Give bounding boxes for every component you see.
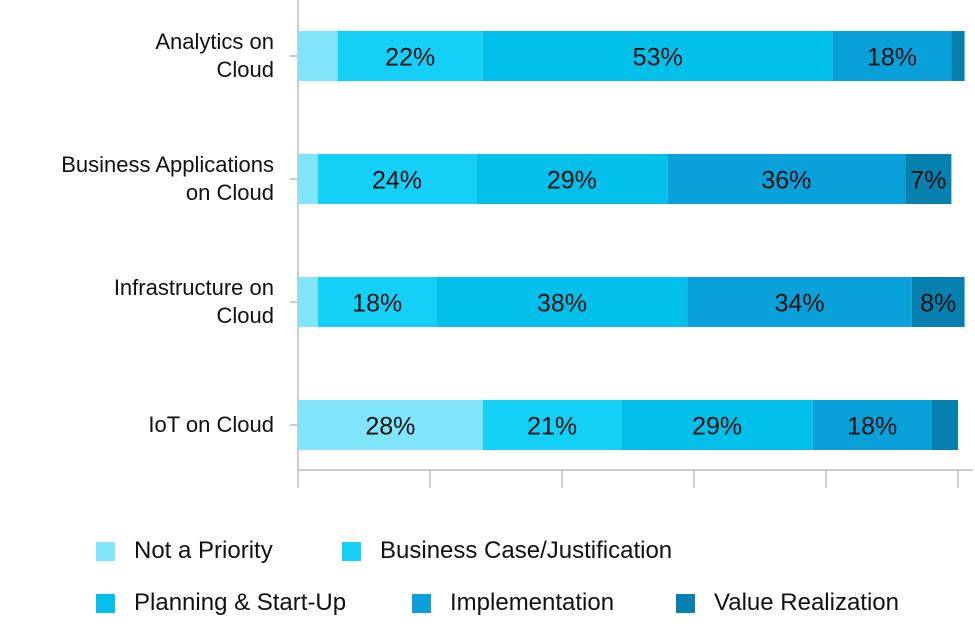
bar-segment bbox=[337, 31, 483, 81]
bar-segment bbox=[812, 400, 932, 450]
legend-label: Planning & Start-Up bbox=[134, 589, 347, 616]
bar-segment bbox=[667, 154, 906, 204]
bar-segment bbox=[931, 400, 958, 450]
legend-swatch bbox=[96, 541, 115, 561]
y-tick-label: Business Applications on Cloud bbox=[61, 152, 274, 205]
bar-segment bbox=[298, 31, 338, 81]
bar-segment bbox=[317, 154, 477, 204]
legend-item: Planning & Start-Up bbox=[96, 589, 346, 617]
data-label: 28% bbox=[365, 413, 415, 441]
data-label: 18% bbox=[352, 290, 402, 318]
data-label: 7% bbox=[910, 167, 946, 195]
bar-segment bbox=[482, 400, 622, 450]
legend-item: Business Case/Justification bbox=[342, 537, 672, 565]
data-label: 22% bbox=[385, 44, 435, 72]
y-tick-label: Infrastructure on Cloud bbox=[113, 275, 274, 328]
data-label: 18% bbox=[867, 44, 917, 72]
data-label: 8% bbox=[920, 290, 956, 318]
bar-segment bbox=[832, 31, 952, 81]
legend-swatch bbox=[676, 593, 695, 613]
bar-segment bbox=[298, 154, 318, 204]
bar-segment bbox=[298, 277, 318, 327]
bar-segment bbox=[911, 277, 965, 327]
data-label: 53% bbox=[633, 44, 683, 72]
bar-segment bbox=[317, 277, 437, 327]
data-label: 29% bbox=[692, 413, 742, 441]
data-label: 38% bbox=[537, 290, 587, 318]
bar-segment bbox=[476, 154, 668, 204]
data-label: 18% bbox=[847, 413, 897, 441]
data-label: 24% bbox=[372, 167, 422, 195]
data-label: 21% bbox=[527, 413, 577, 441]
y-tick-label: Analytics on Cloud bbox=[155, 29, 274, 82]
data-label: 36% bbox=[761, 167, 811, 195]
bar-segment bbox=[687, 277, 912, 327]
legend-label: Business Case/Justification bbox=[380, 537, 673, 564]
bar-segment bbox=[436, 277, 688, 327]
legend-label: Value Realization bbox=[714, 589, 900, 616]
bar-segment bbox=[298, 400, 483, 450]
legend-item: Not a Priority bbox=[96, 537, 273, 565]
legend-item: Value Realization bbox=[676, 589, 899, 617]
y-tick-label: IoT on Cloud bbox=[148, 412, 274, 437]
legend-swatch bbox=[96, 593, 115, 613]
legend-item: Implementation bbox=[412, 589, 614, 617]
legend-label: Not a Priority bbox=[134, 537, 273, 564]
bar-segment bbox=[905, 154, 952, 204]
data-label: 29% bbox=[547, 167, 597, 195]
bar-segment bbox=[482, 31, 833, 81]
bar-segment bbox=[951, 31, 965, 81]
legend-swatch bbox=[412, 593, 431, 613]
bar-segment bbox=[621, 400, 813, 450]
legend-label: Implementation bbox=[450, 589, 615, 616]
legend-swatch bbox=[342, 541, 361, 561]
data-label: 34% bbox=[775, 290, 825, 318]
